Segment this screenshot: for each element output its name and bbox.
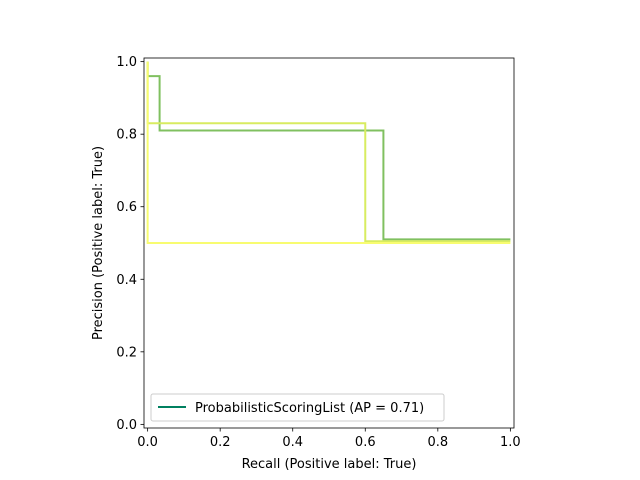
y-tick-label: 0.2: [116, 345, 137, 360]
x-tick-label: 0.6: [355, 435, 376, 450]
series-layer: [146, 61, 511, 244]
y-axis-ticks: 0.0 0.2 0.4 0.6 0.8 1.0: [116, 55, 144, 433]
x-tick-label: 0.4: [282, 435, 303, 450]
x-tick-label: 0.0: [137, 435, 158, 450]
series-line-1: [146, 61, 511, 241]
series-line-2: [146, 61, 511, 243]
x-axis-label: Recall (Positive label: True): [242, 457, 417, 472]
x-tick-label: 0.2: [210, 435, 231, 450]
legend-box: [150, 393, 445, 422]
y-axis-label: Precision (Positive label: True): [91, 146, 106, 340]
y-tick-label: 1.0: [116, 55, 137, 70]
legend: ProbabilisticScoringList (AP = 0.71): [150, 393, 445, 422]
y-tick-label: 0.4: [116, 273, 137, 288]
series-line-3: [146, 61, 511, 244]
x-tick-label: 0.8: [427, 435, 448, 450]
x-tick-label: 1.0: [500, 435, 521, 450]
y-tick-label: 0.0: [116, 418, 137, 433]
x-axis-ticks: 0.0 0.2 0.4 0.6 0.8 1.0: [137, 428, 521, 450]
y-tick-label: 0.8: [116, 128, 137, 143]
y-tick-label: 0.6: [116, 200, 137, 215]
legend-label: ProbabilisticScoringList (AP = 0.71): [195, 401, 424, 416]
plot-frame: [143, 57, 515, 429]
